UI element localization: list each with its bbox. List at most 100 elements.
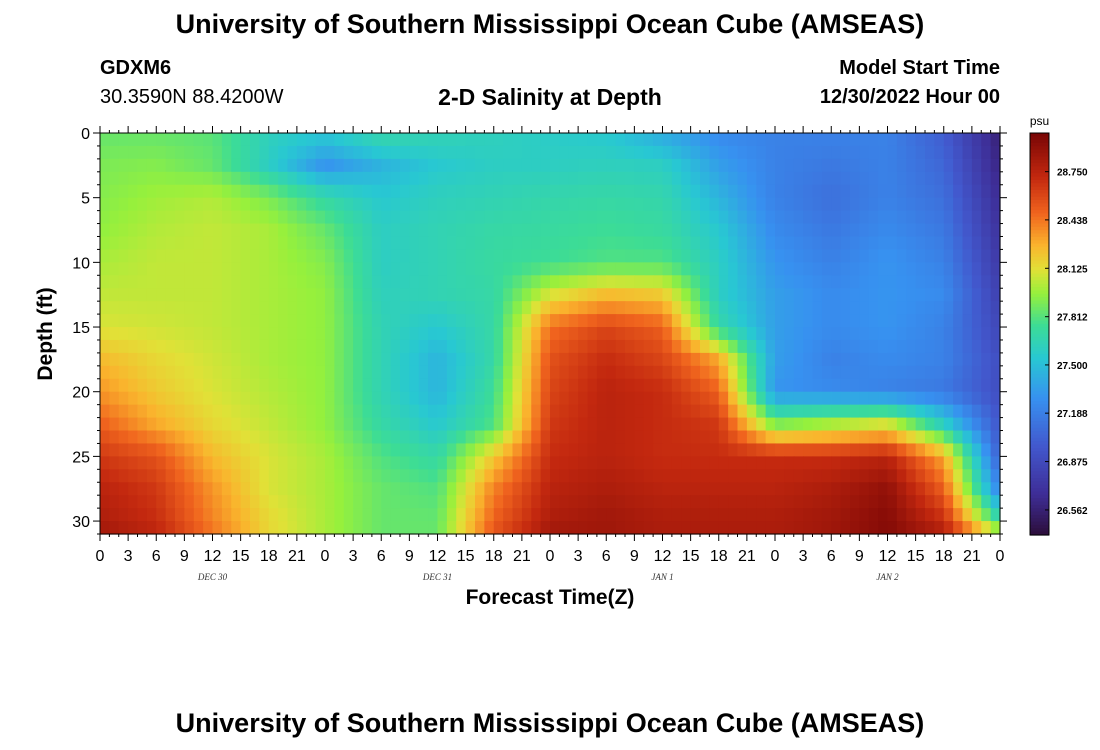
heatmap-cell xyxy=(315,456,326,470)
heatmap-cell xyxy=(371,339,382,354)
heatmap-cell xyxy=(878,508,889,522)
heatmap-cell xyxy=(559,249,570,263)
heatmap-cell xyxy=(484,378,495,393)
heatmap-cell xyxy=(700,197,710,212)
heatmap-cell xyxy=(475,391,485,406)
heatmap-cell xyxy=(381,184,392,199)
heatmap-cell xyxy=(868,469,879,483)
heatmap-cell xyxy=(156,210,167,225)
heatmap-cell xyxy=(540,508,551,522)
heatmap-cell xyxy=(775,236,785,251)
heatmap-cell xyxy=(484,236,495,251)
heatmap-cell xyxy=(615,339,626,354)
heatmap-cell xyxy=(465,314,476,328)
heatmap-cell xyxy=(484,417,495,432)
heatmap-cell xyxy=(165,391,176,406)
heatmap-cell xyxy=(943,145,954,160)
heatmap-cell xyxy=(428,508,439,522)
heatmap-cell xyxy=(578,443,589,457)
heatmap-cell xyxy=(325,339,335,354)
heatmap-cell xyxy=(718,430,729,445)
heatmap-cell xyxy=(175,236,185,251)
heatmap-cell xyxy=(221,249,232,263)
heatmap-cell xyxy=(456,521,467,535)
heatmap-cell xyxy=(831,508,842,522)
heatmap-cell xyxy=(325,145,335,160)
heatmap-cell xyxy=(596,288,607,302)
heatmap-cell xyxy=(531,339,542,354)
heatmap-cell xyxy=(118,391,129,406)
heatmap-cell xyxy=(353,495,364,509)
heatmap-cell xyxy=(484,352,495,367)
heatmap-cell xyxy=(690,236,701,251)
heatmap-cell xyxy=(100,339,110,354)
heatmap-cell xyxy=(812,223,823,238)
heatmap-cell xyxy=(906,158,917,173)
heatmap-cell xyxy=(287,236,298,251)
heatmap-cell xyxy=(925,521,935,535)
heatmap-cell xyxy=(512,210,523,225)
heatmap-cell xyxy=(456,288,467,302)
heatmap-cell xyxy=(850,210,860,225)
heatmap-cell xyxy=(503,521,514,535)
heatmap-cell xyxy=(437,249,448,263)
heatmap-cell xyxy=(737,133,748,147)
heatmap-cell xyxy=(896,482,907,496)
heatmap-cell xyxy=(625,327,635,341)
heatmap-cell xyxy=(606,158,617,173)
heatmap-cell xyxy=(315,391,326,406)
heatmap-cell xyxy=(540,378,551,393)
heatmap-cell xyxy=(109,158,120,173)
heatmap-cell xyxy=(615,469,626,483)
heatmap-cell xyxy=(962,184,973,199)
heatmap-cell xyxy=(175,314,185,328)
heatmap-cell xyxy=(381,430,392,445)
heatmap-cell xyxy=(146,158,157,173)
heatmap-cell xyxy=(690,327,701,341)
heatmap-cell xyxy=(746,314,757,328)
heatmap-cell xyxy=(821,378,832,393)
heatmap-cell xyxy=(943,352,954,367)
heatmap-cell xyxy=(371,210,382,225)
station-coordinates: 30.3590N 88.4200W xyxy=(100,86,284,108)
heatmap-cell xyxy=(737,482,748,496)
heatmap-cell xyxy=(268,158,279,173)
heatmap-cell xyxy=(512,365,523,380)
heatmap-cell xyxy=(887,133,898,147)
heatmap-cell xyxy=(259,339,270,354)
heatmap-cell xyxy=(128,275,139,289)
heatmap-cell xyxy=(559,223,570,238)
heatmap-cell xyxy=(287,327,298,341)
heatmap-cell xyxy=(709,508,720,522)
heatmap-cell xyxy=(250,391,260,406)
heatmap-cell xyxy=(728,443,739,457)
heatmap-cell xyxy=(128,210,139,225)
heatmap-cell xyxy=(756,197,767,212)
heatmap-cell xyxy=(803,262,814,276)
heatmap-cell xyxy=(587,495,598,509)
heatmap-cell xyxy=(465,495,476,509)
heatmap-cell xyxy=(446,133,457,147)
heatmap-cell xyxy=(737,365,748,380)
heatmap-cell xyxy=(278,184,289,199)
heatmap-cell xyxy=(596,210,607,225)
heatmap-cell xyxy=(615,145,626,160)
heatmap-cell xyxy=(203,469,214,483)
heatmap-cell xyxy=(428,469,439,483)
heatmap-cell xyxy=(231,327,242,341)
heatmap-cell xyxy=(578,430,589,445)
heatmap-cell xyxy=(915,327,926,341)
heatmap-cell xyxy=(503,404,514,419)
heatmap-cell xyxy=(334,210,345,225)
heatmap-cell xyxy=(737,404,748,419)
heatmap-cell xyxy=(381,339,392,354)
heatmap-cell xyxy=(568,482,579,496)
heatmap-cell xyxy=(981,508,992,522)
heatmap-cell xyxy=(175,521,185,535)
heatmap-cell xyxy=(493,521,504,535)
heatmap-cell xyxy=(521,314,532,328)
heatmap-cell xyxy=(362,210,373,225)
heatmap-cell xyxy=(325,197,335,212)
heatmap-cell xyxy=(240,314,251,328)
heatmap-cell xyxy=(756,482,767,496)
